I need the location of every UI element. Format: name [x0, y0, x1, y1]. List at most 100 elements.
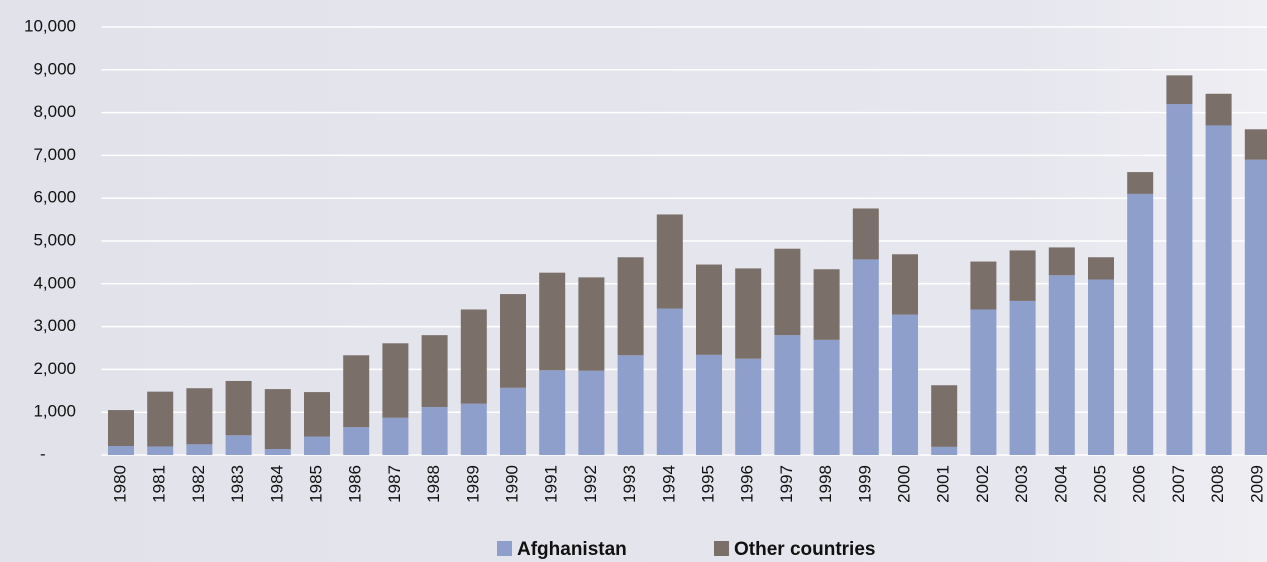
- bar-segment: [1205, 93, 1232, 126]
- bar-segment: [852, 259, 879, 455]
- bar-segment: [343, 427, 370, 455]
- y-tick-label: 9,000: [33, 59, 76, 78]
- bar-segment: [539, 272, 566, 371]
- x-tick-label: 2003: [1012, 465, 1031, 503]
- bar-segment: [813, 269, 840, 340]
- x-tick-label: 1996: [738, 465, 757, 503]
- x-tick-label: 1997: [777, 465, 796, 503]
- bar-segment: [264, 449, 291, 455]
- bar-segment: [852, 208, 879, 260]
- bar-segment: [421, 335, 448, 408]
- bar-segment: [774, 248, 801, 336]
- bar-segment: [500, 387, 526, 455]
- bar-segment: [304, 392, 330, 437]
- x-tick-label: 1983: [228, 465, 247, 503]
- x-tick-label: 1984: [267, 465, 286, 503]
- x-tick-label: 2007: [1169, 465, 1188, 503]
- bar-segment: [1088, 279, 1114, 455]
- bar-segment: [1166, 75, 1193, 105]
- bar-segment: [774, 335, 801, 455]
- y-tick-label: -: [40, 444, 46, 463]
- x-tick-label: 2004: [1051, 465, 1070, 503]
- x-tick-label: 2006: [1130, 465, 1149, 503]
- bar-segment: [1244, 159, 1267, 455]
- bar-segment: [1127, 172, 1154, 194]
- bar-segment: [382, 417, 409, 455]
- bar-segment: [1205, 125, 1232, 455]
- bar-segment: [225, 435, 252, 455]
- bar-segment: [500, 294, 526, 388]
- bar-segment: [264, 389, 291, 450]
- bar-segment: [813, 339, 840, 455]
- y-tick-label: 1,000: [33, 402, 76, 421]
- x-tick-label: 1989: [463, 465, 482, 503]
- x-tick-label: 1998: [816, 465, 835, 503]
- legend-swatch: [714, 541, 729, 556]
- bar-segment: [735, 268, 762, 359]
- bar-segment: [460, 403, 487, 455]
- y-tick-label: 6,000: [33, 188, 76, 207]
- bar-segment: [186, 444, 213, 455]
- bar-segment: [343, 355, 370, 428]
- bar-segment: [1127, 193, 1154, 456]
- y-tick-label: 3,000: [33, 316, 76, 335]
- y-tick-label: 10,000: [24, 16, 76, 35]
- bar-segment: [1088, 257, 1114, 280]
- bar-segment: [147, 391, 174, 447]
- y-tick-label: 7,000: [33, 145, 76, 164]
- bar-segment: [578, 370, 605, 455]
- x-tick-label: 2009: [1247, 465, 1266, 503]
- bar-segment: [617, 355, 644, 455]
- bar-segment: [892, 254, 918, 315]
- x-tick-label: 1990: [502, 465, 521, 503]
- bar-segment: [382, 343, 409, 418]
- x-tick-label: 1992: [581, 465, 600, 503]
- y-tick-label: 8,000: [33, 102, 76, 121]
- bar-segment: [931, 385, 958, 447]
- bar-segment: [617, 257, 644, 356]
- bar-segment: [1009, 250, 1036, 301]
- x-tick-label: 1985: [306, 465, 325, 503]
- bar-segment: [225, 380, 252, 436]
- x-tick-label: 1980: [110, 465, 129, 503]
- x-tick-label: 1994: [659, 465, 678, 503]
- bar-segment: [696, 354, 722, 455]
- bar-segment: [460, 309, 487, 404]
- y-tick-label: 5,000: [33, 230, 76, 249]
- x-tick-label: 2005: [1090, 465, 1109, 503]
- bar-segment: [735, 358, 762, 455]
- bar-segment: [304, 436, 330, 455]
- x-tick-label: 1986: [346, 465, 365, 503]
- x-tick-label: 1982: [189, 465, 208, 503]
- bar-segment: [931, 446, 958, 455]
- bar-segment: [892, 314, 918, 455]
- y-tick-label: 2,000: [33, 359, 76, 378]
- bar-segment: [1166, 104, 1193, 455]
- legend-swatch: [497, 541, 512, 556]
- x-tick-label: 1981: [150, 465, 169, 503]
- y-tick-label: 4,000: [33, 273, 76, 292]
- bar-segment: [656, 214, 683, 309]
- bar-segment: [1009, 300, 1036, 455]
- legend-label: Other countries: [734, 539, 875, 560]
- bar-segment: [108, 410, 134, 447]
- x-tick-label: 1991: [542, 465, 561, 503]
- x-tick-label: 2002: [973, 465, 992, 503]
- x-tick-label: 2000: [894, 465, 913, 503]
- bar-segment: [1048, 275, 1075, 455]
- bar-segment: [186, 388, 213, 445]
- bar-segment: [147, 446, 174, 455]
- bar-segment: [108, 446, 134, 455]
- bar-segment: [970, 309, 997, 455]
- x-tick-label: 1987: [385, 465, 404, 503]
- bar-segment: [1244, 129, 1267, 160]
- x-tick-label: 2008: [1208, 465, 1227, 503]
- bar-segment: [421, 407, 448, 455]
- x-tick-label: 1999: [855, 465, 874, 503]
- bar-segment: [656, 308, 683, 455]
- bar-segment: [539, 370, 566, 455]
- x-tick-label: 1995: [698, 465, 717, 503]
- bar-segment: [1048, 247, 1075, 276]
- bar-segment: [578, 277, 605, 371]
